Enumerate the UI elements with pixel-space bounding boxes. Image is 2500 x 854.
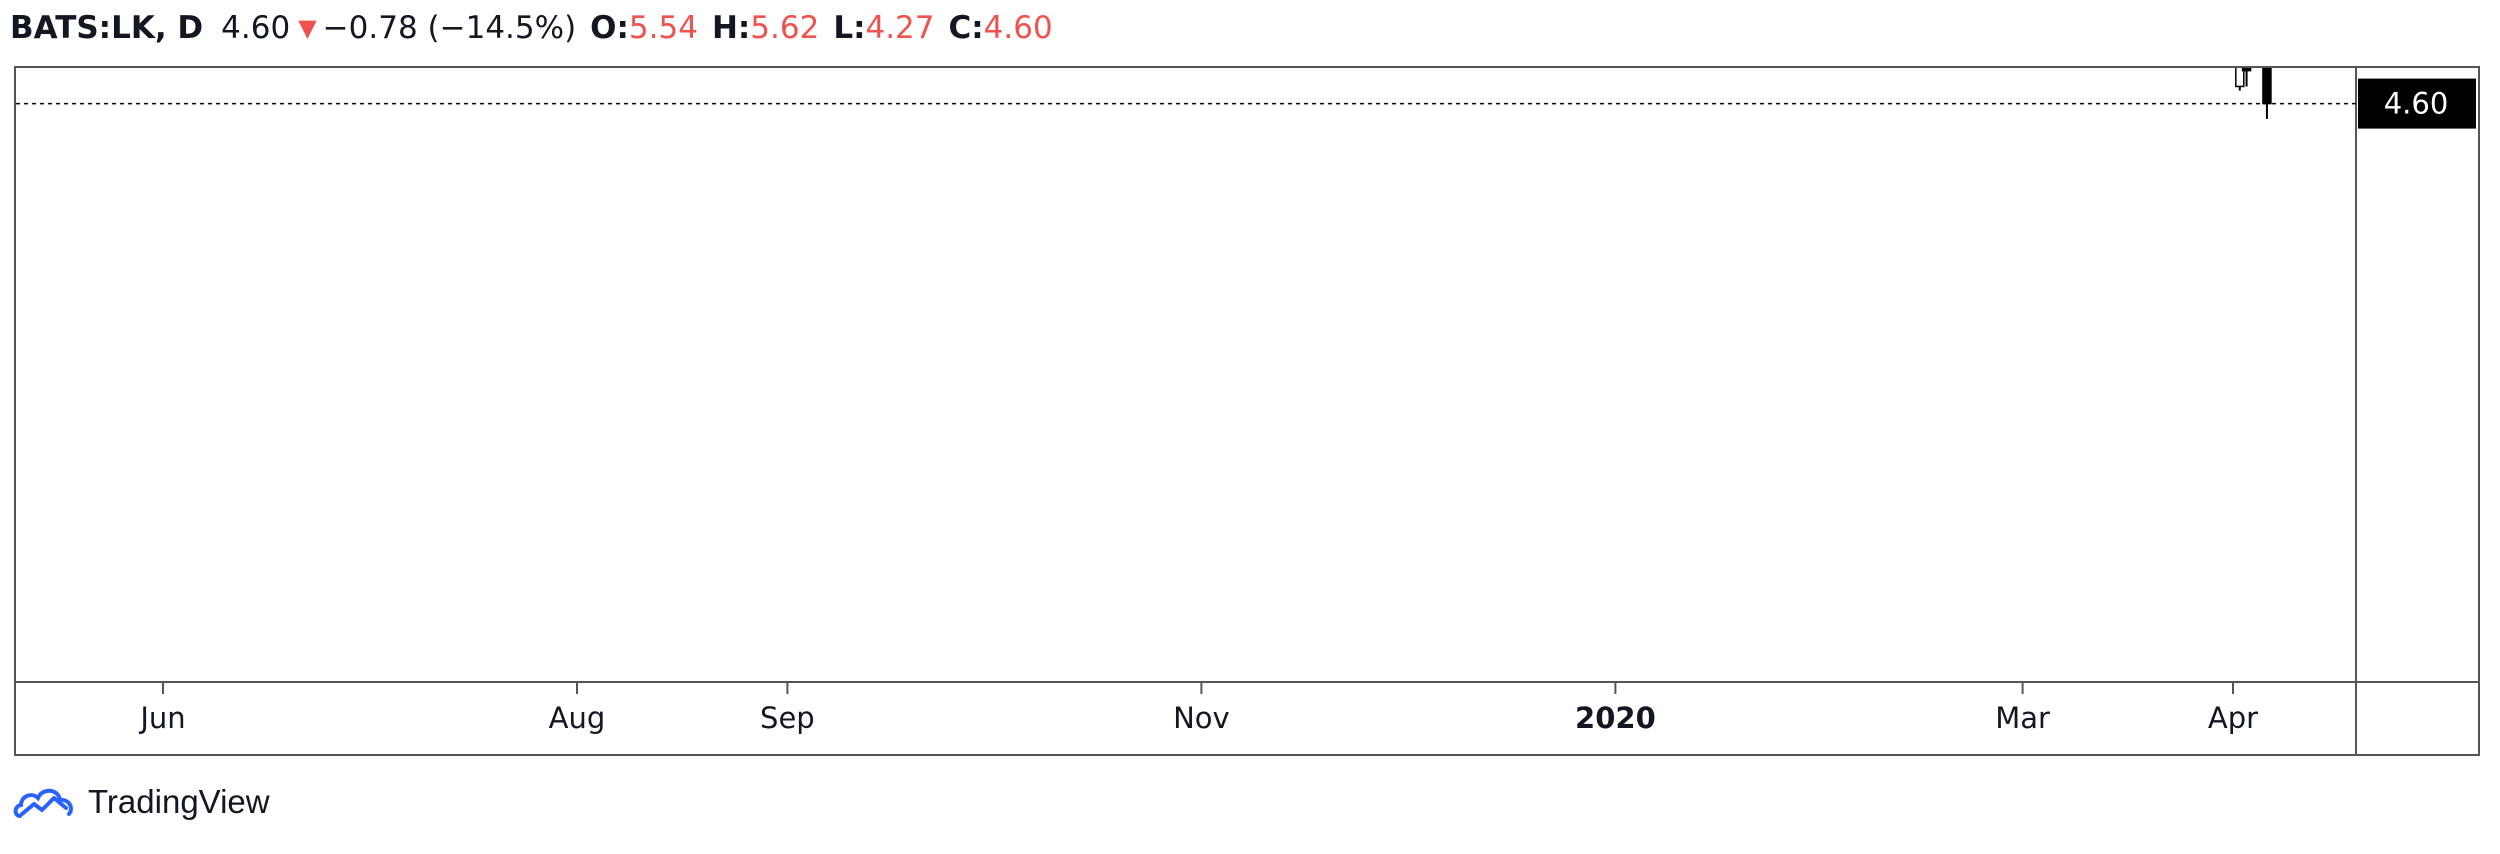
brand-name: TradingView [88, 783, 270, 820]
time-tick-label: Mar [1995, 701, 2050, 735]
candle-body [2241, 68, 2252, 72]
time-tick-label: Aug [549, 701, 606, 735]
time-axis: Jun Aug Sep Nov 2020 Mar Apr [138, 682, 2258, 735]
close-value: 4.60 [983, 10, 1053, 46]
candle [2262, 68, 2272, 119]
tradingview-cloud-logo-icon [13, 788, 73, 818]
open-value: 5.54 [628, 10, 698, 46]
low-value: 4.27 [865, 10, 935, 46]
last-price-tag-label: 4.60 [2384, 87, 2449, 121]
time-tick-label: Sep [760, 701, 815, 735]
close-label: C: [948, 10, 984, 46]
time-tick-label: Apr [2208, 701, 2258, 735]
price-change: −0.78 (−14.5%) [322, 10, 577, 46]
high-label: H: [711, 10, 751, 46]
price-chart[interactable]: 60.0040.0025.0013.007.00 JunAugSepNov202… [16, 68, 2478, 754]
candle-body [2235, 68, 2245, 88]
time-tick-label: Nov [1173, 701, 1230, 735]
last-price-tag [2358, 78, 2476, 129]
candlesticks [2235, 68, 2272, 119]
open-label: O: [590, 10, 629, 46]
candle [2235, 68, 2245, 91]
candle-body [2262, 68, 2272, 105]
tradingview-branding[interactable]: TradingView [12, 782, 270, 822]
high-value: 5.62 [750, 10, 820, 46]
last-price-marker: 4.60 [16, 78, 2476, 129]
last-price: 4.60 [221, 10, 291, 46]
chart-legend: BATS:LK, D 4.60 ▼ −0.78 (−14.5%) O: 5.54… [10, 6, 1053, 50]
low-label: L: [833, 10, 866, 46]
chart-frame[interactable]: 60.0040.0025.0013.007.00 JunAugSepNov202… [14, 66, 2480, 756]
candle [2241, 68, 2252, 87]
down-arrow-icon: ▼ [298, 14, 317, 42]
symbol-label: BATS:LK, D [10, 10, 204, 46]
time-tick-label: 2020 [1575, 701, 1656, 735]
time-tick-label: Jun [138, 701, 185, 735]
